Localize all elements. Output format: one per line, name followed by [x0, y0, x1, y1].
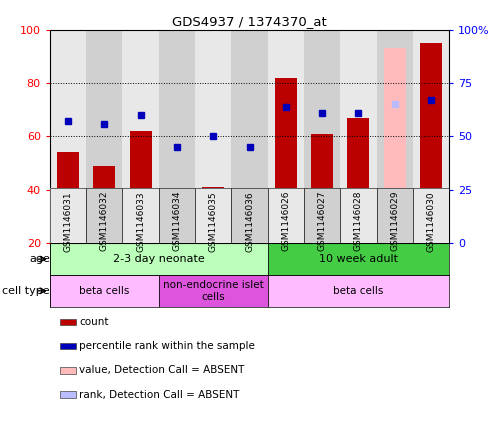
Text: cell type: cell type [2, 286, 50, 296]
Bar [413, 188, 449, 243]
Bar [122, 30, 159, 243]
Bar [93, 166, 115, 243]
Bar [232, 30, 267, 243]
Bar [232, 188, 267, 243]
Bar [195, 188, 232, 243]
Bar [347, 118, 369, 243]
Bar [60, 391, 76, 398]
Bar [57, 152, 79, 243]
Bar [413, 30, 449, 243]
Text: GSM1146030: GSM1146030 [427, 191, 436, 252]
Text: percentile rank within the sample: percentile rank within the sample [79, 341, 255, 351]
Bar [267, 30, 304, 243]
Bar [50, 275, 159, 307]
Text: GSM1146035: GSM1146035 [209, 191, 218, 252]
Text: value, Detection Call = ABSENT: value, Detection Call = ABSENT [79, 365, 245, 375]
Bar [159, 275, 267, 307]
Bar [267, 243, 449, 275]
Bar [50, 188, 86, 243]
Bar [340, 188, 377, 243]
Bar [377, 30, 413, 243]
Bar [122, 188, 159, 243]
Bar [267, 275, 449, 307]
Text: GSM1146029: GSM1146029 [390, 191, 399, 252]
Bar [60, 319, 76, 325]
Bar [420, 43, 442, 243]
Text: non-endocrine islet
cells: non-endocrine islet cells [163, 280, 263, 302]
Bar [304, 30, 340, 243]
Bar [377, 188, 413, 243]
Text: GSM1146027: GSM1146027 [317, 191, 326, 252]
Bar [195, 30, 232, 243]
Bar [377, 188, 413, 243]
Title: GDS4937 / 1374370_at: GDS4937 / 1374370_at [172, 16, 327, 28]
Text: GSM1146028: GSM1146028 [354, 191, 363, 252]
Text: 10 week adult: 10 week adult [319, 254, 398, 264]
Text: GSM1146026: GSM1146026 [281, 191, 290, 252]
Bar [60, 367, 76, 374]
Bar [86, 188, 122, 243]
Bar [159, 30, 195, 243]
Bar [267, 188, 304, 243]
Text: age: age [29, 254, 50, 264]
Text: GSM1146034: GSM1146034 [173, 191, 182, 252]
Bar [166, 219, 188, 243]
Text: beta cells: beta cells [333, 286, 384, 296]
Text: 2-3 day neonate: 2-3 day neonate [113, 254, 205, 264]
Text: GSM1146036: GSM1146036 [245, 191, 254, 252]
Text: rank, Detection Call = ABSENT: rank, Detection Call = ABSENT [79, 390, 240, 400]
Bar [340, 30, 377, 243]
Bar [340, 188, 377, 243]
Bar [304, 188, 340, 243]
Bar [50, 188, 86, 243]
Bar [60, 343, 76, 349]
Text: GSM1146033: GSM1146033 [136, 191, 145, 252]
Bar [239, 214, 260, 243]
Bar [275, 78, 297, 243]
Bar [159, 188, 195, 243]
Bar [122, 188, 159, 243]
Bar [413, 188, 449, 243]
Bar [202, 187, 224, 243]
Bar [86, 30, 122, 243]
Bar [384, 48, 406, 243]
Bar [304, 188, 340, 243]
Bar [50, 243, 267, 275]
Bar [195, 188, 232, 243]
Bar [86, 188, 122, 243]
Text: GSM1146032: GSM1146032 [100, 191, 109, 252]
Text: count: count [79, 317, 109, 327]
Bar [267, 188, 304, 243]
Bar [130, 131, 152, 243]
Bar [311, 134, 333, 243]
Bar [159, 188, 195, 243]
Text: GSM1146031: GSM1146031 [63, 191, 72, 252]
Bar [232, 188, 267, 243]
Bar [50, 30, 86, 243]
Text: beta cells: beta cells [79, 286, 130, 296]
